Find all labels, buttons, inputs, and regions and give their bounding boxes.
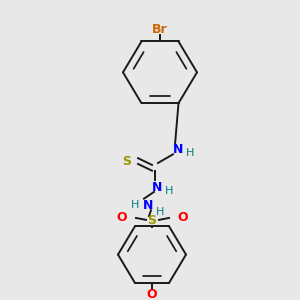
Text: S: S: [122, 154, 131, 167]
Text: N: N: [143, 199, 153, 212]
Text: O: O: [117, 212, 127, 224]
Text: O: O: [147, 288, 157, 300]
Text: H: H: [186, 148, 194, 158]
Text: O: O: [178, 212, 188, 224]
Text: H: H: [156, 207, 164, 217]
Text: H: H: [131, 200, 139, 210]
Text: N: N: [152, 181, 162, 194]
Text: S: S: [148, 214, 157, 227]
Text: Br: Br: [152, 23, 168, 36]
Text: N: N: [173, 143, 183, 156]
Text: H: H: [165, 186, 173, 196]
